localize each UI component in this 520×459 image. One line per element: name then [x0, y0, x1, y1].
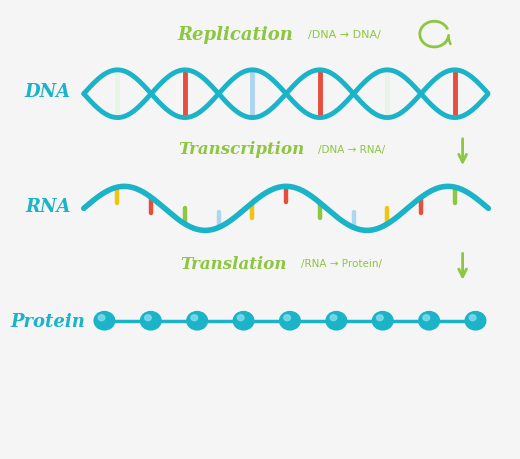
Circle shape [284, 315, 291, 321]
Text: DNA: DNA [24, 83, 71, 101]
Circle shape [280, 312, 300, 330]
Circle shape [94, 312, 115, 330]
Circle shape [470, 315, 476, 321]
Circle shape [330, 315, 337, 321]
Circle shape [237, 315, 244, 321]
Circle shape [233, 312, 254, 330]
Circle shape [98, 315, 105, 321]
Text: /DNA → RNA/: /DNA → RNA/ [318, 145, 385, 154]
Circle shape [465, 312, 486, 330]
Circle shape [376, 315, 383, 321]
Text: Transcription: Transcription [178, 141, 304, 158]
Text: Protein: Protein [10, 312, 85, 330]
Circle shape [187, 312, 207, 330]
Circle shape [372, 312, 393, 330]
Text: /DNA → DNA/: /DNA → DNA/ [308, 30, 381, 40]
Text: Translation: Translation [180, 255, 287, 272]
Circle shape [191, 315, 198, 321]
Text: /RNA → Protein/: /RNA → Protein/ [301, 259, 382, 269]
Circle shape [140, 312, 161, 330]
Circle shape [423, 315, 430, 321]
Circle shape [145, 315, 151, 321]
Circle shape [419, 312, 439, 330]
Text: Replication: Replication [178, 26, 294, 44]
Text: RNA: RNA [25, 198, 70, 216]
Circle shape [326, 312, 347, 330]
